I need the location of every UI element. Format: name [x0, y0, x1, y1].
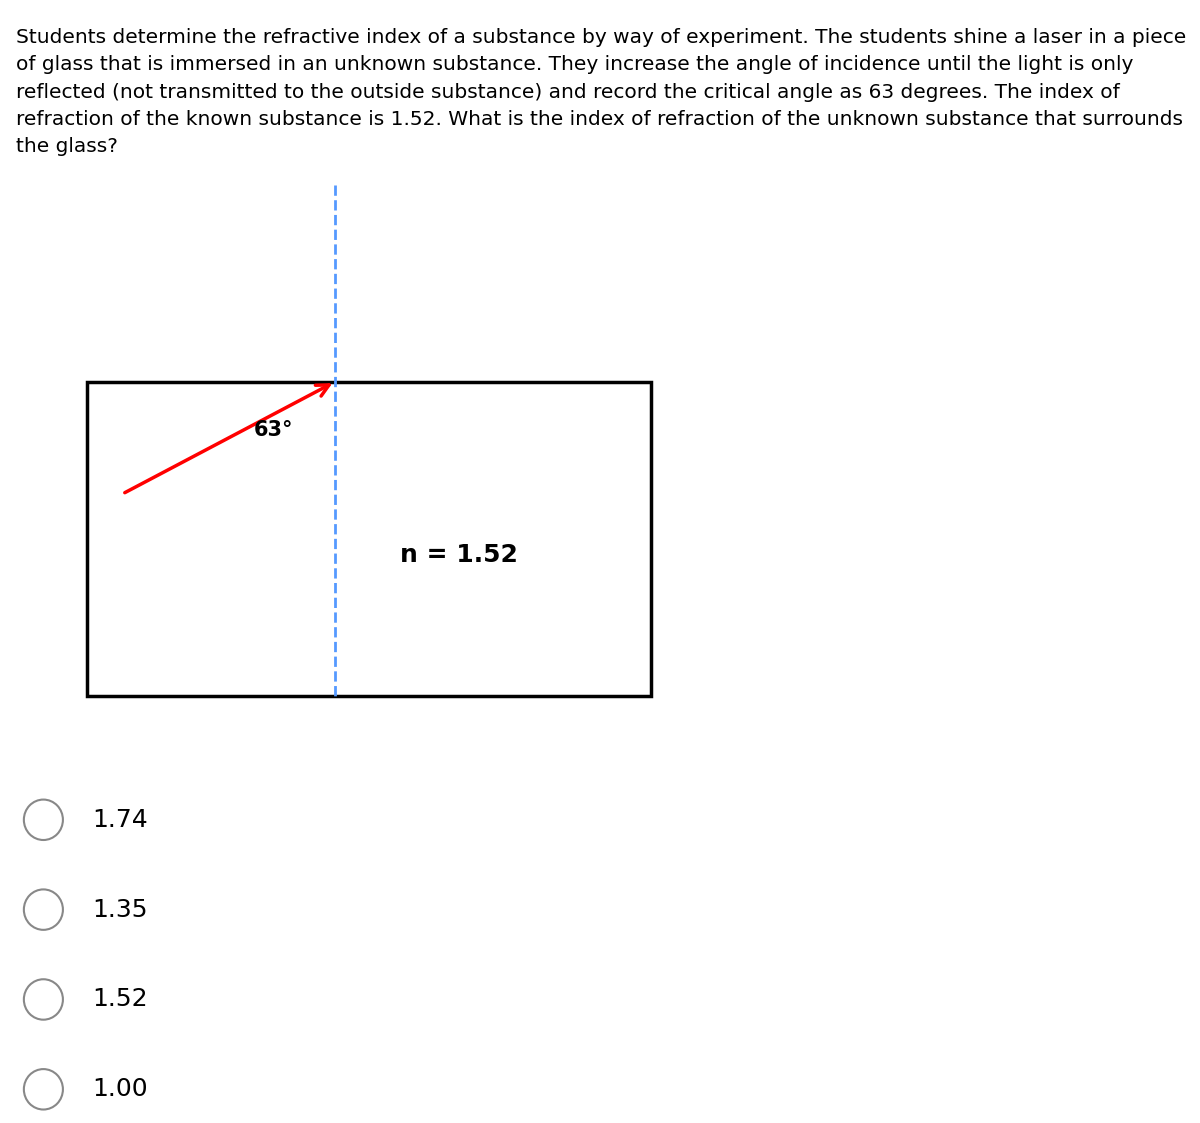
- Text: 1.52: 1.52: [92, 987, 148, 1012]
- Text: n = 1.52: n = 1.52: [400, 542, 518, 567]
- Text: 63°: 63°: [253, 420, 293, 440]
- Text: Students determine the refractive index of a substance by way of experiment. The: Students determine the refractive index …: [17, 28, 1187, 156]
- Text: 1.00: 1.00: [92, 1077, 148, 1102]
- Text: 1.74: 1.74: [92, 807, 148, 832]
- Text: 1.35: 1.35: [92, 897, 148, 922]
- Bar: [86, 382, 650, 696]
